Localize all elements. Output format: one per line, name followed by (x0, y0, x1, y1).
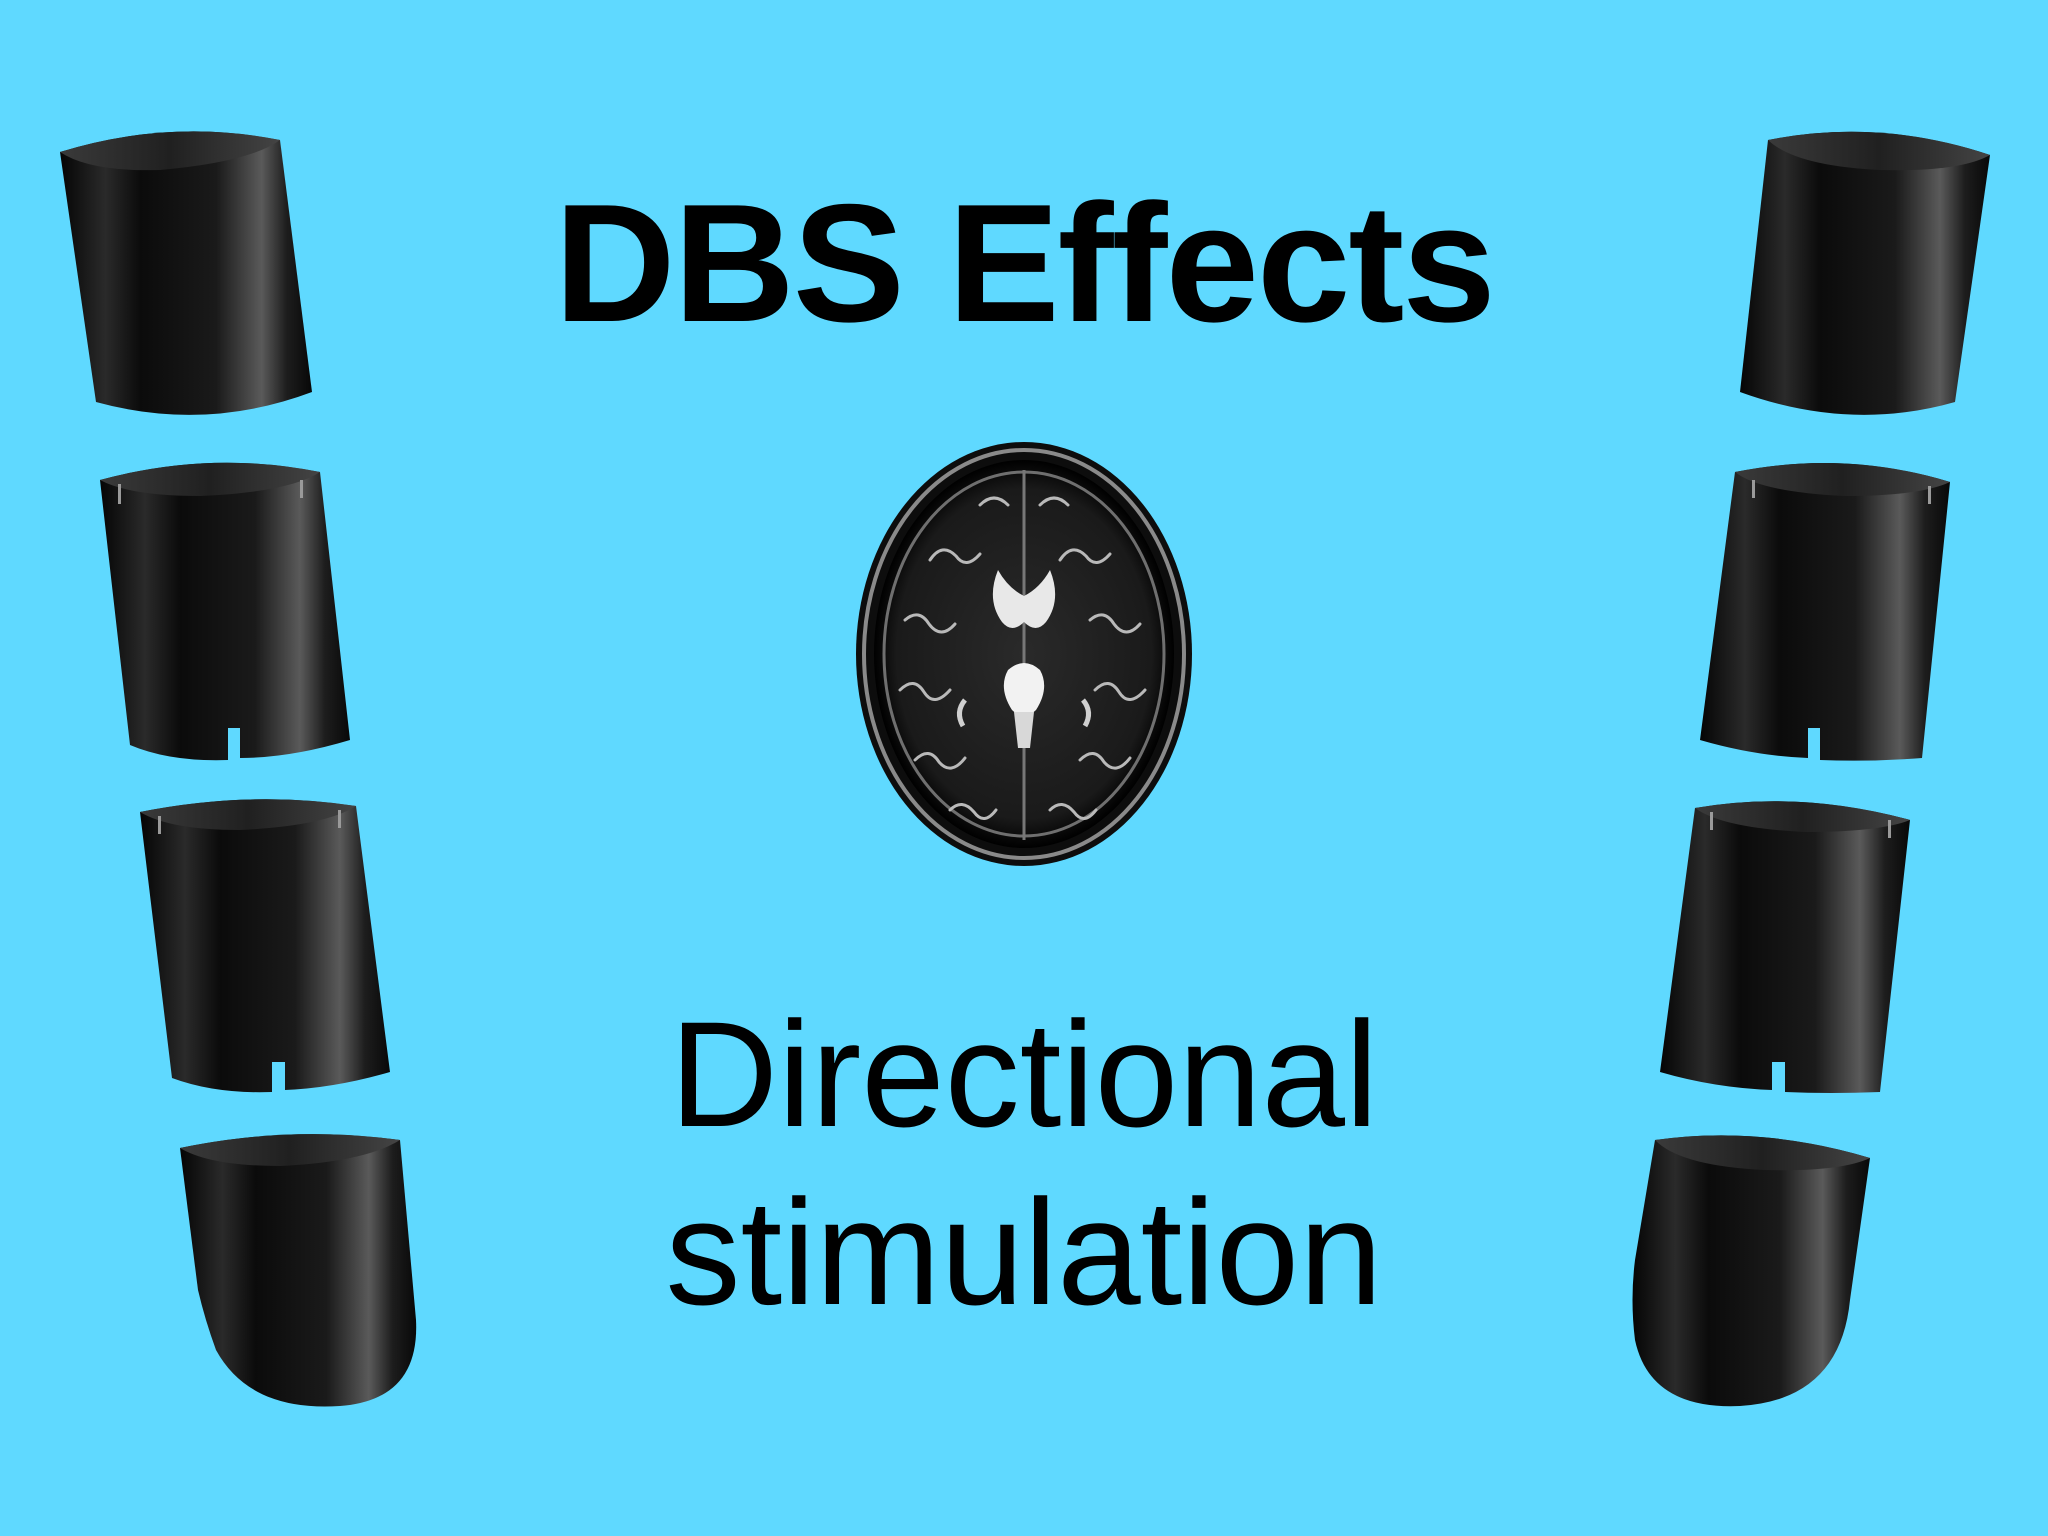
right-segmented-contact-1 (1700, 463, 1950, 761)
right-tip-contact (1632, 1135, 1870, 1407)
right-ring-contact (1740, 131, 1990, 415)
left-ring-contact (60, 131, 312, 415)
right-segmented-contact-2 (1660, 801, 1910, 1093)
left-tip-contact (180, 1134, 417, 1407)
slide-subtitle: Directional stimulation (0, 985, 2048, 1341)
brain-mri-image (856, 442, 1192, 866)
subtitle-line-2: stimulation (665, 1168, 1383, 1336)
slide-title: DBS Effects (554, 169, 1496, 357)
subtitle-line-1: Directional (669, 990, 1379, 1158)
left-segmented-contact-1 (100, 462, 350, 761)
left-segmented-contact-2 (140, 799, 390, 1093)
